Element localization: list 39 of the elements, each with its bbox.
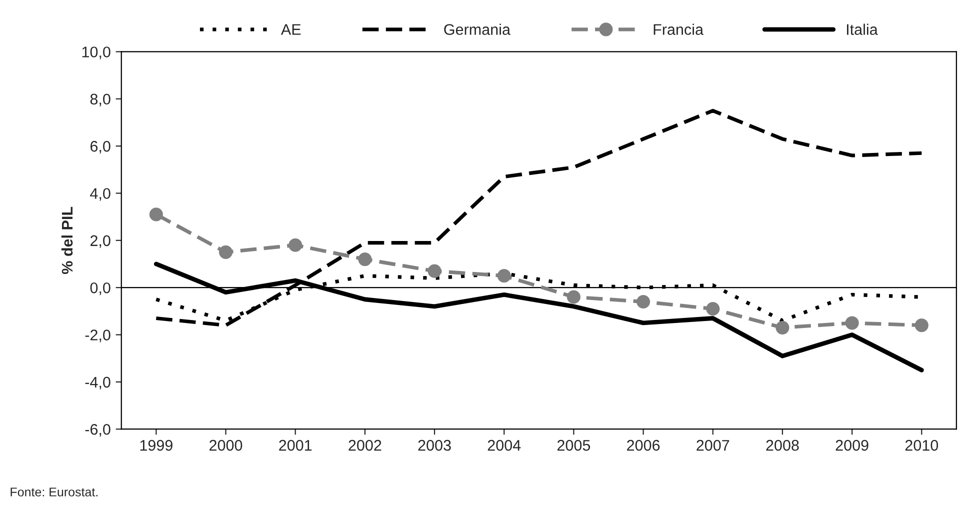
x-tick-label: 2006	[627, 440, 660, 451]
x-tick-label: 2001	[279, 440, 312, 451]
legend-label: Germania	[444, 24, 510, 35]
y-tick-label: -6,0	[85, 424, 110, 437]
point	[149, 208, 163, 222]
point	[914, 318, 928, 332]
y-tick-label: 6,0	[90, 140, 110, 154]
x-tick-label: 2005	[557, 440, 590, 451]
y-tick-label: 0,0	[90, 282, 110, 296]
point	[566, 290, 580, 304]
point	[218, 245, 233, 259]
x-tick-label: 2000	[210, 440, 242, 451]
y-tick-label: 4,0	[90, 188, 110, 201]
source-note: Fonte: Eurostat.	[10, 488, 98, 496]
x-tick-label: 2009	[836, 440, 868, 451]
y-tick-label: 2,0	[90, 235, 110, 248]
point	[358, 252, 372, 266]
x-tick-label: 2010	[905, 440, 938, 451]
y-axis-title: % del PIL	[61, 206, 73, 274]
x-tick-label: 2008	[766, 440, 799, 451]
point	[497, 269, 511, 283]
y-tick-label: 8,0	[90, 94, 110, 106]
point	[706, 302, 720, 316]
y-tick-label: -4,0	[85, 376, 110, 390]
x-tick-label: 1999	[140, 440, 172, 451]
x-tick-label: 2004	[488, 440, 521, 451]
point	[428, 264, 442, 278]
point	[776, 320, 790, 334]
point	[636, 294, 650, 309]
legend-label: Italia	[846, 24, 878, 35]
x-tick-label: 2002	[348, 440, 382, 451]
y-tick-label: 10,0	[82, 46, 110, 60]
point	[288, 238, 302, 252]
legend-label: Francia	[654, 24, 704, 35]
x-tick-label: 2007	[696, 440, 730, 451]
y-tick-label: -2,0	[85, 330, 110, 342]
point	[845, 316, 859, 330]
x-tick-label: 2003	[418, 440, 451, 451]
legend-label: AE	[280, 24, 301, 35]
